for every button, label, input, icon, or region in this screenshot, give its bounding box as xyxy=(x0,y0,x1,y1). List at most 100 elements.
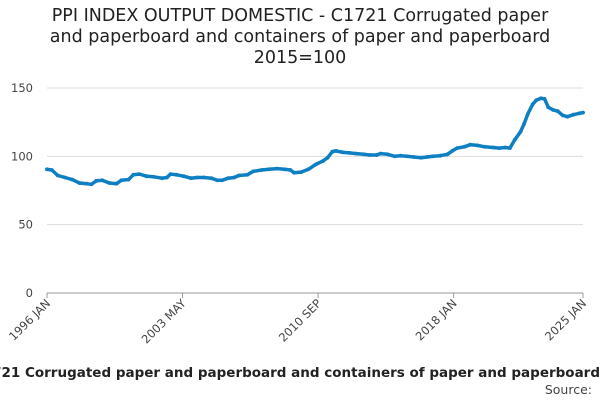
y-axis-ticks: 0 50 100 150 xyxy=(11,81,33,300)
x-tick-label-4: 2025 JAN xyxy=(542,296,589,343)
data-point-24[interactable] xyxy=(195,175,199,180)
data-point-41[interactable] xyxy=(306,167,311,172)
x-axis-ticks: 1996 JAN 2003 MAY 2010 SEP 2018 JAN 2025 JAN xyxy=(6,292,589,347)
data-point-39[interactable] xyxy=(292,170,296,175)
data-point-73[interactable] xyxy=(508,146,512,151)
data-point-18[interactable] xyxy=(160,176,165,181)
data-point-29[interactable] xyxy=(226,176,231,181)
data-point-52[interactable] xyxy=(374,153,379,157)
chart-caption-text: PPI INDEX OUTPUT DOMESTIC - C1721 Corrug… xyxy=(0,365,600,381)
data-point-37[interactable] xyxy=(282,167,287,172)
y-tick-label-50: 50 xyxy=(18,218,33,232)
data-point-88[interactable] xyxy=(577,111,582,116)
data-point-61[interactable] xyxy=(431,154,435,159)
data-point-75[interactable] xyxy=(518,129,523,134)
data-point-76[interactable] xyxy=(522,121,527,126)
data-point-89[interactable] xyxy=(581,110,585,115)
data-point-12[interactable] xyxy=(119,178,124,183)
data-point-60[interactable] xyxy=(425,155,429,159)
data-point-49[interactable] xyxy=(354,151,359,156)
data-point-84[interactable] xyxy=(555,109,560,114)
data-point-30[interactable] xyxy=(232,175,237,180)
data-point-63[interactable] xyxy=(445,152,450,157)
grid-lines xyxy=(47,87,583,226)
data-point-32[interactable] xyxy=(245,172,250,177)
data-point-44[interactable] xyxy=(325,155,330,160)
data-point-20[interactable] xyxy=(168,172,173,177)
data-point-58[interactable] xyxy=(412,155,416,159)
data-point-19[interactable] xyxy=(165,175,169,180)
x-tick-label-1: 2003 MAY xyxy=(139,296,190,347)
data-point-86[interactable] xyxy=(565,114,570,119)
data-point-43[interactable] xyxy=(320,159,325,164)
data-point-83[interactable] xyxy=(551,108,555,112)
chart-title-line-3: 2015=100 xyxy=(253,48,347,68)
data-point-7[interactable] xyxy=(89,182,94,187)
data-point-77[interactable] xyxy=(525,112,530,116)
data-point-56[interactable] xyxy=(398,153,403,158)
data-point-3[interactable] xyxy=(63,175,67,180)
data-point-2[interactable] xyxy=(55,173,60,178)
data-point-0[interactable] xyxy=(45,167,49,172)
data-point-74[interactable] xyxy=(512,138,517,142)
data-point-72[interactable] xyxy=(503,145,507,150)
data-point-46[interactable] xyxy=(334,149,338,153)
x-tick-label-3: 2018 JAN xyxy=(413,296,460,343)
data-point-13[interactable] xyxy=(126,177,131,182)
data-point-31[interactable] xyxy=(237,173,241,178)
data-point-82[interactable] xyxy=(546,105,551,109)
data-point-6[interactable] xyxy=(84,181,89,186)
data-point-87[interactable] xyxy=(571,112,576,117)
data-point-23[interactable] xyxy=(189,176,193,181)
data-point-47[interactable] xyxy=(340,150,344,155)
data-point-64[interactable] xyxy=(450,149,455,153)
data-point-79[interactable] xyxy=(534,98,539,103)
data-point-25[interactable] xyxy=(202,175,207,180)
data-point-8[interactable] xyxy=(94,179,99,183)
data-point-69[interactable] xyxy=(482,144,487,149)
data-point-45[interactable] xyxy=(330,149,335,154)
data-point-85[interactable] xyxy=(560,113,565,118)
data-point-67[interactable] xyxy=(468,142,473,147)
data-point-10[interactable] xyxy=(107,181,112,185)
data-point-14[interactable] xyxy=(131,172,136,177)
data-point-78[interactable] xyxy=(530,102,535,107)
data-point-54[interactable] xyxy=(385,152,390,157)
data-point-70[interactable] xyxy=(491,145,495,150)
data-point-62[interactable] xyxy=(438,153,443,158)
data-point-48[interactable] xyxy=(347,151,352,155)
data-point-66[interactable] xyxy=(462,144,467,149)
data-point-65[interactable] xyxy=(455,146,459,151)
data-point-71[interactable] xyxy=(497,146,501,151)
data-point-68[interactable] xyxy=(475,143,480,148)
data-point-80[interactable] xyxy=(539,96,543,101)
data-point-9[interactable] xyxy=(100,178,105,183)
data-point-57[interactable] xyxy=(404,154,409,159)
data-point-11[interactable] xyxy=(114,181,119,186)
data-point-16[interactable] xyxy=(144,174,149,179)
data-point-42[interactable] xyxy=(313,162,318,167)
data-point-51[interactable] xyxy=(367,153,372,157)
data-point-50[interactable] xyxy=(361,152,366,157)
data-point-33[interactable] xyxy=(251,169,256,174)
data-point-35[interactable] xyxy=(266,167,271,172)
data-point-55[interactable] xyxy=(392,154,397,159)
data-point-5[interactable] xyxy=(77,181,82,185)
data-point-27[interactable] xyxy=(215,178,220,183)
data-point-21[interactable] xyxy=(174,172,179,177)
data-point-22[interactable] xyxy=(181,174,186,179)
data-point-40[interactable] xyxy=(299,170,304,175)
data-point-36[interactable] xyxy=(275,166,280,171)
data-point-59[interactable] xyxy=(419,155,423,160)
data-point-26[interactable] xyxy=(209,176,214,181)
data-point-38[interactable] xyxy=(288,168,293,172)
data-point-28[interactable] xyxy=(220,178,225,183)
data-point-53[interactable] xyxy=(378,151,383,156)
data-point-15[interactable] xyxy=(137,172,142,177)
data-point-4[interactable] xyxy=(70,177,75,182)
data-point-17[interactable] xyxy=(151,174,156,179)
x-tick-label-0: 1996 JAN xyxy=(6,296,53,343)
data-point-1[interactable] xyxy=(49,168,54,172)
data-point-34[interactable] xyxy=(259,168,264,172)
data-point-81[interactable] xyxy=(542,97,547,101)
